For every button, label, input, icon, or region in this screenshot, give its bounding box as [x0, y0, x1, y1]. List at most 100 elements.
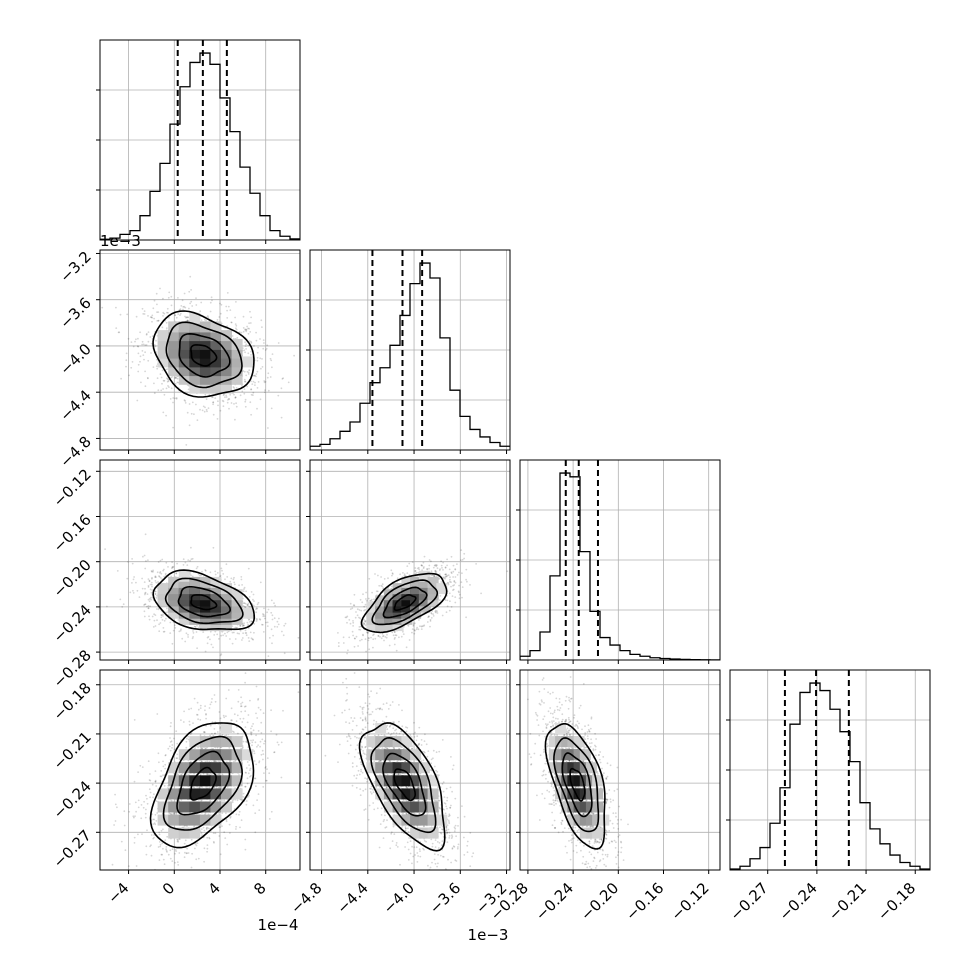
scatter-point [226, 631, 229, 634]
scatter-point [453, 580, 456, 582]
scatter-point [256, 370, 259, 373]
scatter-point [165, 321, 168, 324]
scatter-point [376, 590, 379, 593]
panel-frame [99, 39, 301, 241]
scatter-point [461, 586, 464, 588]
scatter-point [219, 574, 222, 577]
scatter-point [241, 799, 244, 801]
scatter-point [372, 634, 374, 637]
scatter-point [197, 718, 200, 721]
scatter-point [164, 572, 167, 575]
scatter-point [253, 631, 255, 634]
scatter-point [246, 782, 249, 785]
scatter-point [163, 575, 166, 578]
scatter-point [344, 616, 347, 619]
scatter-point [436, 612, 439, 614]
scatter-point [235, 405, 238, 408]
scatter-point [263, 342, 265, 344]
scatter-point [165, 611, 168, 614]
scatter-point [186, 316, 189, 319]
scatter-point [363, 618, 365, 621]
scatter-point [202, 405, 205, 408]
scatter-point [372, 646, 374, 649]
y-tick-label: −4.4 [56, 386, 94, 424]
scatter-point [448, 609, 451, 612]
density-cell [231, 589, 243, 601]
scatter-point [233, 576, 235, 579]
scatter-point [250, 341, 253, 344]
scatter-point [134, 340, 136, 343]
scatter-point [266, 376, 269, 379]
scatter-point [262, 615, 265, 617]
scatter-point [250, 350, 252, 353]
scatter-point [149, 791, 152, 794]
scatter-point [172, 629, 175, 632]
scatter-point [248, 322, 251, 325]
scatter-point [375, 590, 378, 593]
scatter-point [225, 563, 228, 566]
scatter-point [259, 357, 262, 360]
scatter-point [154, 593, 157, 595]
scatter-point [155, 597, 158, 599]
scatter-point [114, 803, 117, 806]
scatter-point [162, 297, 164, 300]
scatter-point [434, 570, 437, 573]
scatter-point [450, 571, 453, 574]
contour-level-1 [178, 332, 231, 378]
scatter-point [179, 308, 182, 311]
density-cell [231, 601, 243, 613]
density-cell [189, 382, 201, 394]
scatter-point [191, 401, 194, 404]
density-cell [375, 595, 387, 607]
density-cell [199, 356, 211, 368]
scatter-point [238, 632, 241, 635]
scatter-point [281, 378, 284, 380]
scatter-point [408, 562, 411, 565]
scatter-point [234, 323, 237, 325]
scatter-point [257, 346, 259, 349]
scatter-point [243, 602, 246, 604]
scatter-point [263, 607, 265, 610]
scatter-point [192, 632, 195, 634]
scatter-point [420, 625, 423, 628]
scatter-point [247, 567, 250, 570]
scatter-point [406, 572, 409, 574]
scatter-point [380, 584, 383, 587]
scatter-point [117, 331, 120, 334]
scatter-point [255, 373, 258, 375]
scatter-point [188, 424, 191, 427]
scatter-point [138, 596, 141, 598]
scatter-point [170, 304, 173, 307]
scatter-point [93, 328, 95, 330]
scatter-point [143, 581, 146, 583]
scatter-point [187, 559, 190, 561]
scatter-point [242, 330, 245, 333]
scatter-point [214, 570, 217, 573]
scatter-point [420, 564, 423, 567]
scatter-point [229, 393, 232, 396]
y-tick-label: −4.8 [56, 433, 94, 471]
contour-level-3 [152, 569, 256, 631]
scatter-point [267, 608, 270, 611]
density-cell [375, 601, 387, 613]
scatter-point [446, 558, 448, 561]
scatter-point [167, 311, 169, 314]
scatter-point [189, 275, 192, 278]
scatter-point [393, 631, 396, 633]
scatter-point [144, 385, 147, 388]
scatter-point [249, 331, 252, 333]
scatter-point [266, 611, 268, 614]
scatter-point [434, 609, 437, 612]
scatter-point [222, 573, 225, 575]
scatter-point [149, 316, 152, 318]
scatter-point [229, 580, 232, 583]
scatter-point [181, 637, 184, 640]
scatter-point [363, 623, 366, 625]
scatter-point [454, 568, 457, 570]
scatter-point [171, 561, 174, 564]
scatter-point [447, 582, 450, 585]
scatter-point [200, 319, 203, 321]
scatter-point [165, 327, 168, 330]
scatter-point [444, 577, 446, 580]
scatter-point [148, 600, 151, 603]
